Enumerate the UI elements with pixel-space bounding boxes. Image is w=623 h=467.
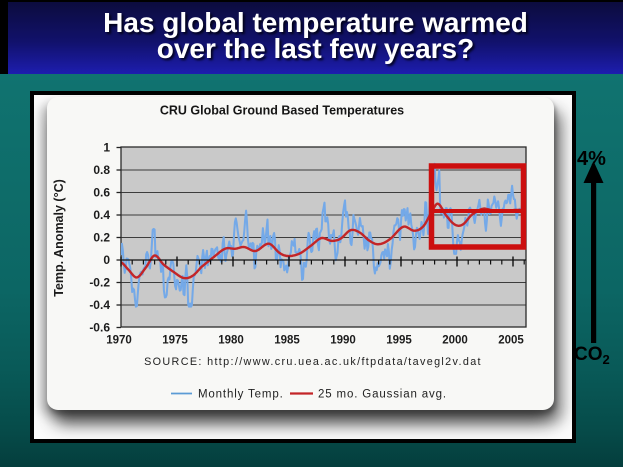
svg-text:1970: 1970 bbox=[106, 335, 132, 347]
svg-text:Temp. Anomaly (°C): Temp. Anomaly (°C) bbox=[52, 179, 66, 297]
svg-text:SOURCE: http://www.cru.uea.ac.: SOURCE: http://www.cru.uea.ac.uk/ftpdata… bbox=[144, 356, 482, 368]
svg-text:1980: 1980 bbox=[218, 335, 244, 347]
svg-text:2000: 2000 bbox=[442, 335, 468, 347]
svg-text:CRU Global Ground Based Temper: CRU Global Ground Based Temperatures bbox=[160, 104, 404, 118]
svg-text:-0.6: -0.6 bbox=[89, 321, 110, 335]
svg-text:-0.2: -0.2 bbox=[89, 276, 110, 290]
svg-text:1995: 1995 bbox=[386, 335, 412, 347]
svg-text:25 mo. Gaussian avg.: 25 mo. Gaussian avg. bbox=[318, 389, 447, 401]
svg-text:Monthly Temp.: Monthly Temp. bbox=[198, 389, 284, 401]
svg-text:1985: 1985 bbox=[274, 335, 300, 347]
svg-text:-0.4: -0.4 bbox=[89, 298, 110, 312]
svg-text:0.6: 0.6 bbox=[93, 186, 110, 200]
svg-text:0.2: 0.2 bbox=[93, 231, 110, 245]
svg-text:0.4: 0.4 bbox=[93, 208, 110, 222]
svg-text:0: 0 bbox=[103, 253, 110, 267]
svg-text:2005: 2005 bbox=[498, 335, 524, 347]
svg-text:1: 1 bbox=[103, 141, 110, 155]
svg-text:0.8: 0.8 bbox=[93, 163, 110, 177]
svg-text:1975: 1975 bbox=[162, 335, 188, 347]
svg-text:1990: 1990 bbox=[330, 335, 356, 347]
